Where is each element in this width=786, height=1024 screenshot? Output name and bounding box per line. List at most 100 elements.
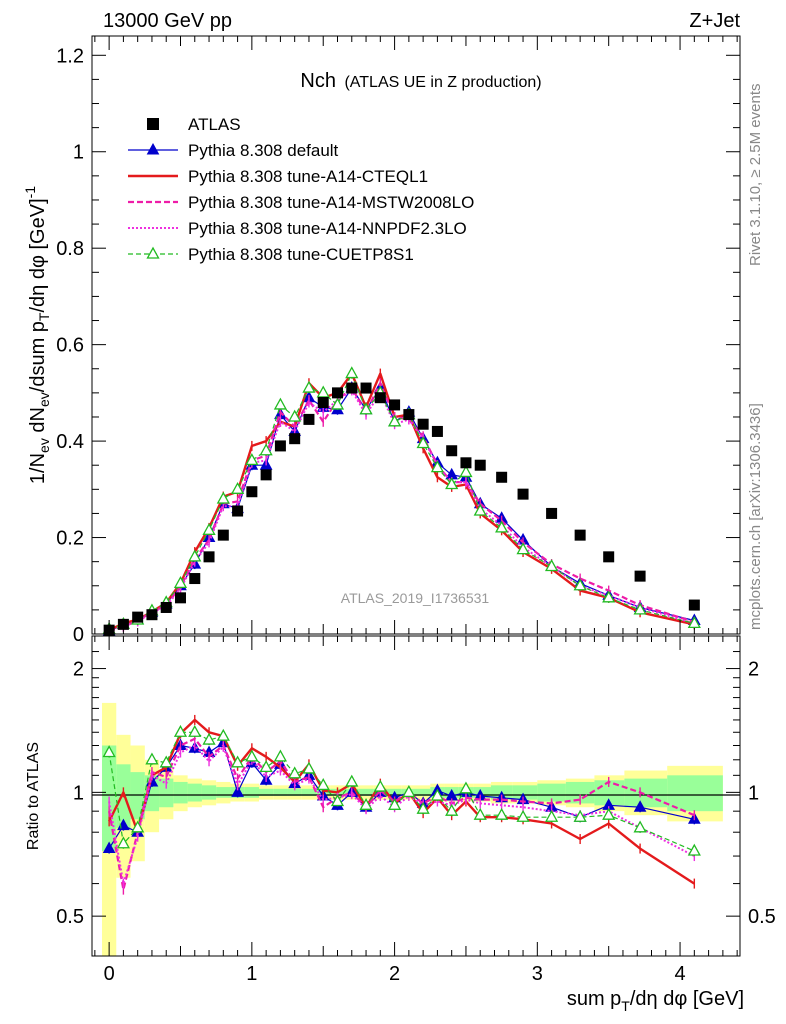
ratio-point-cuetp8s1 [373, 779, 387, 792]
legend-marker-default [146, 142, 160, 155]
ratio-point-cuetp8s1 [188, 724, 202, 737]
ratio-band-green [159, 778, 174, 808]
main-point-cuetp8s1 [245, 453, 259, 466]
main-point-cuetp8s1 [359, 402, 373, 415]
ratio-point-default [102, 841, 116, 854]
ratio-point-cuetp8s1 [330, 794, 345, 807]
header-energy: 13000 GeV pp [103, 10, 232, 32]
main-point-cuetp8s1 [445, 477, 459, 490]
main-y-tick-label: 0.4 [56, 431, 84, 453]
ratio-point-cuetp8s1 [387, 797, 402, 810]
ratio-line-nnpdf [108, 744, 695, 885]
ratio-point-cuetp8s1 [516, 809, 530, 822]
main-point-cuetp8s1 [316, 385, 330, 398]
main-point-atlas [546, 507, 558, 519]
plot-title-main: Nch [300, 70, 336, 92]
x-tick-label: 0 [104, 963, 115, 985]
ylab-part1: 1/N [27, 453, 49, 484]
main-point-cuetp8s1 [573, 578, 587, 591]
main-point-cuetp8s1 [473, 503, 487, 516]
ratio-y-tick-label: 0.5 [56, 906, 84, 928]
ratio-plot-panel: 0.5 0.5 1 1 2 2 0 1 2 3 4 [56, 635, 776, 985]
ratio-band-green [287, 788, 302, 796]
main-point-atlas [174, 592, 186, 604]
ratio-band-green [216, 787, 231, 798]
main-point-atlas [446, 445, 458, 457]
ratio-point-cuetp8s1 [459, 781, 473, 794]
ratio-point-cuetp8s1 [131, 820, 145, 833]
main-data-layer [102, 366, 701, 637]
analysis-watermark: ATLAS_2019_I1736531 [341, 590, 490, 606]
ratio-point-cuetp8s1 [359, 797, 373, 810]
main-point-cuetp8s1 [544, 559, 559, 572]
ratio-line-cuetp8s1 [108, 731, 695, 852]
ratio-point-cuetp8s1 [402, 785, 416, 798]
ylab-sub-ev2: ev [36, 392, 52, 407]
main-point-cuetp8s1 [330, 397, 345, 410]
ylab-part4: /dη dφ [GeV] [27, 198, 49, 312]
ratio-point-cuetp8s1 [445, 803, 459, 816]
ratio-point-default [231, 785, 244, 797]
ratio-line-cteql1 [108, 718, 695, 885]
ratio-y-tick-label-right: 1 [748, 782, 759, 804]
main-point-atlas [374, 392, 386, 404]
mcplots-label: mcplots.cern.ch [arXiv:1306.3436] [747, 403, 764, 630]
main-point-cuetp8s1 [430, 460, 445, 473]
main-point-atlas [360, 382, 372, 394]
main-point-cuetp8s1 [459, 465, 473, 478]
ratio-point-cuetp8s1 [473, 807, 487, 820]
ratio-y-ticks: 0.5 0.5 1 1 2 2 [56, 635, 776, 957]
main-point-atlas [403, 409, 415, 421]
main-point-atlas [389, 399, 401, 411]
ratio-point-cuetp8s1 [288, 766, 302, 779]
ratio-point-cuetp8s1 [102, 745, 116, 758]
xlab-part1: sum p [567, 988, 621, 1010]
main-point-atlas [634, 570, 646, 582]
ratio-point-cuetp8s1 [216, 728, 230, 741]
x-axis-label: sum pT/dη dφ [GeV] [567, 988, 744, 1014]
ratio-point-default [633, 800, 647, 812]
main-y-tick-label: 0 [73, 624, 84, 646]
ylab-sub-ev1: ev [36, 438, 52, 453]
ratio-band-green [512, 785, 538, 800]
legend-marker-cuetp8s1 [146, 246, 160, 259]
ratio-point-cuetp8s1 [316, 778, 330, 790]
main-y-tick-label: 1 [73, 142, 84, 164]
x-tick-label: 1 [246, 963, 257, 985]
main-y-tick-label: 0.8 [56, 238, 84, 260]
main-point-atlas [603, 551, 615, 563]
main-line-cteql1 [108, 372, 695, 632]
ratio-band-green [258, 788, 274, 796]
main-point-atlas [496, 471, 508, 483]
main-point-atlas [574, 529, 586, 541]
main-point-atlas [203, 551, 215, 563]
ratio-band-green [187, 783, 202, 802]
ratio-band-green [173, 781, 188, 804]
main-point-cuetp8s1 [387, 414, 402, 427]
ratio-point-cuetp8s1 [430, 788, 445, 801]
ratio-point-cuetp8s1 [544, 809, 559, 822]
ratio-point-cuetp8s1 [302, 761, 316, 774]
main-point-cuetp8s1 [302, 380, 316, 393]
main-point-atlas [474, 459, 486, 471]
ratio-band-green [667, 775, 723, 812]
xlab-sub-t: T [621, 998, 630, 1014]
main-point-atlas [431, 425, 443, 437]
main-point-atlas [688, 599, 700, 611]
main-point-atlas [331, 387, 343, 399]
main-point-cuetp8s1 [288, 409, 302, 422]
ratio-point-cuetp8s1 [145, 752, 159, 765]
ratio-point-cuetp8s1 [345, 774, 359, 787]
main-point-cuetp8s1 [495, 520, 509, 533]
ratio-x-ticks: 0 1 2 3 4 [94, 636, 738, 985]
ylab-sup: -1 [22, 186, 38, 199]
plot-title: Nch (ATLAS UE in Z production) [300, 70, 541, 92]
main-point-cuetp8s1 [345, 366, 359, 379]
legend-label-data: ATLAS [188, 115, 241, 134]
main-y-tick-label: 1.2 [56, 45, 84, 67]
ratio-band-green [537, 783, 566, 802]
ylab-part3: /dsum p [27, 321, 49, 392]
ratio-y-tick-label: 2 [73, 659, 84, 681]
x-tick-label: 4 [674, 963, 685, 985]
